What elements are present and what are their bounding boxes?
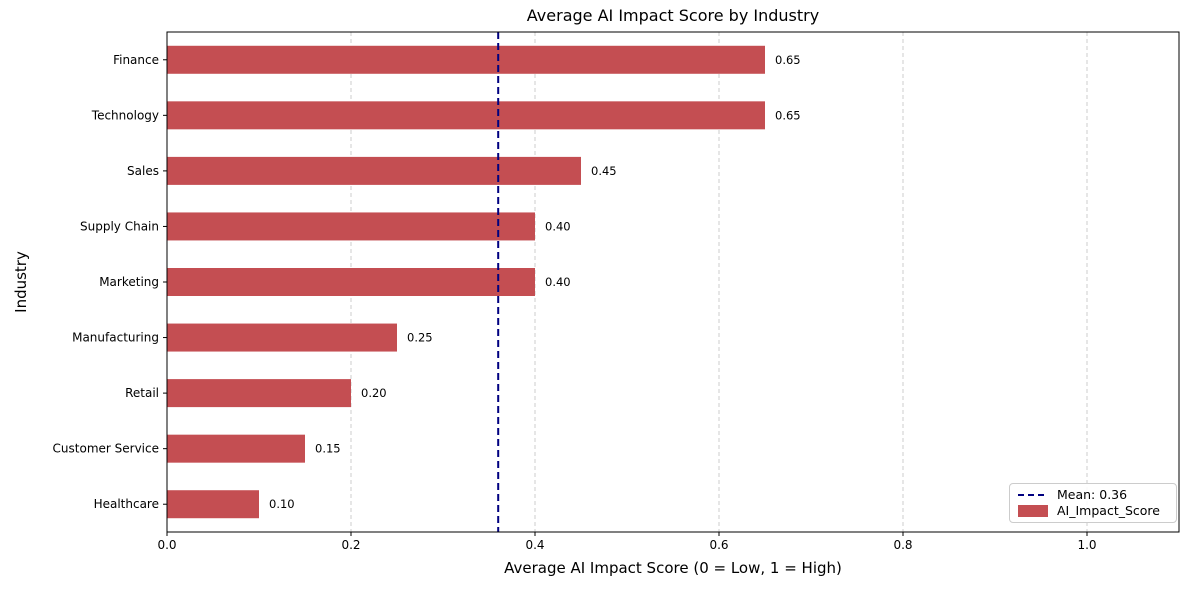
y-tick-label: Healthcare [94, 497, 159, 511]
bar-value-label: 0.65 [775, 108, 801, 122]
bar-healthcare [167, 490, 259, 519]
bar-value-label: 0.40 [545, 219, 571, 233]
y-tick-label: Manufacturing [72, 331, 159, 345]
y-tick-label: Customer Service [53, 442, 159, 456]
bar-value-label: 0.65 [775, 53, 801, 67]
x-tick-label: 0.6 [709, 538, 728, 552]
bar-retail [167, 379, 351, 408]
x-tick-label: 0.2 [341, 538, 360, 552]
bar-value-label: 0.20 [361, 386, 387, 400]
bar-marketing [167, 268, 535, 296]
y-tick-label: Supply Chain [80, 219, 159, 233]
legend-label-mean: Mean: 0.36 [1057, 487, 1128, 502]
y-tick-label: Finance [113, 53, 159, 67]
bar-color-swatch [1018, 504, 1048, 517]
legend: Mean: 0.36 AI_Impact_Score [1009, 483, 1177, 523]
x-tick-label: 1.0 [1077, 538, 1096, 552]
bar-manufacturing [167, 323, 397, 352]
bar-value-label: 0.15 [315, 442, 341, 456]
bar-value-label: 0.45 [591, 164, 617, 178]
y-tick-label: Sales [127, 164, 159, 178]
y-axis-title: Industry [12, 251, 30, 313]
legend-label-series: AI_Impact_Score [1057, 502, 1160, 518]
legend-item-series: AI_Impact_Score [1018, 502, 1168, 518]
bar-value-label: 0.40 [545, 275, 571, 289]
legend-item-mean: Mean: 0.36 [1018, 487, 1168, 502]
x-axis-title: Average AI Impact Score (0 = Low, 1 = Hi… [504, 559, 842, 577]
y-tick-label: Marketing [99, 275, 159, 289]
bar-value-label: 0.10 [269, 497, 295, 511]
bar-technology [167, 101, 765, 130]
chart-title: Average AI Impact Score by Industry [526, 6, 820, 25]
bar-value-label: 0.25 [407, 331, 433, 345]
axes-frame [166, 31, 1180, 533]
x-tick-label: 0.8 [893, 538, 912, 552]
bar-supply-chain [167, 212, 535, 241]
bar-customer-service [167, 434, 305, 463]
bar-finance [167, 45, 765, 74]
bar-sales [167, 156, 581, 185]
x-tick-label: 0.0 [157, 538, 176, 552]
y-tick-label: Retail [125, 386, 159, 400]
y-tick-label: Technology [91, 108, 159, 122]
mean-dashed-line-swatch [1018, 494, 1048, 497]
x-tick-label: 0.4 [525, 538, 544, 552]
